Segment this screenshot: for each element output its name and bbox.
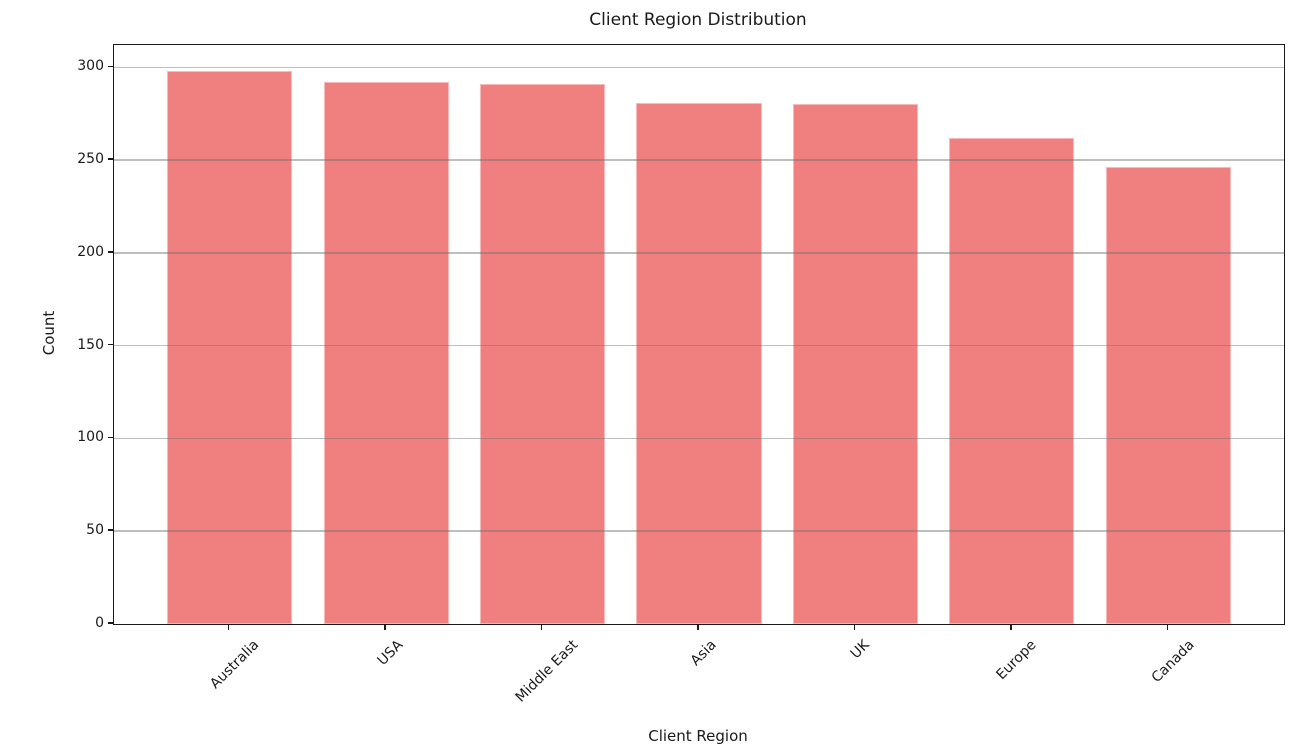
y-tick-label: 50 xyxy=(86,522,104,539)
x-tick-mark xyxy=(227,624,230,630)
y-tick-mark xyxy=(108,251,113,253)
y-gridline xyxy=(114,530,1284,532)
x-tick-label: Asia xyxy=(687,637,720,670)
y-tick-mark xyxy=(108,343,113,346)
bar-canada xyxy=(1105,167,1231,624)
y-tick-label: 300 xyxy=(77,58,104,75)
y-gridline xyxy=(114,252,1284,254)
bar-middle-east xyxy=(480,83,606,624)
bar-asia xyxy=(636,102,762,624)
x-tick-mark xyxy=(384,624,386,630)
x-tick-label: Canada xyxy=(1148,637,1198,686)
y-gridline xyxy=(114,437,1284,440)
x-tick-mark xyxy=(540,624,543,630)
plot-area xyxy=(113,44,1285,625)
y-tick-mark xyxy=(108,158,113,160)
y-gridline xyxy=(114,66,1284,69)
x-tick-label: Middle East xyxy=(512,637,582,706)
y-tick-mark xyxy=(108,529,113,531)
chart-title: Client Region Distribution xyxy=(589,10,807,30)
x-tick-label: USA xyxy=(374,637,407,669)
x-tick-mark xyxy=(1010,624,1012,630)
y-tick-label: 200 xyxy=(77,243,104,260)
y-gridline xyxy=(114,159,1284,161)
y-tick-label: 150 xyxy=(77,336,104,353)
x-axis-label: Client Region xyxy=(648,727,748,745)
y-tick-label: 250 xyxy=(77,151,104,168)
bar-usa xyxy=(323,82,449,624)
y-tick-mark xyxy=(108,436,113,439)
x-tick-mark xyxy=(853,624,856,630)
y-tick-mark xyxy=(108,622,113,624)
x-tick-label: Europe xyxy=(993,637,1040,684)
x-tick-label: UK xyxy=(847,637,873,663)
x-tick-label: Australia xyxy=(206,637,262,693)
y-tick-label: 100 xyxy=(77,429,104,446)
x-tick-mark xyxy=(1166,624,1168,630)
y-tick-label: 0 xyxy=(95,615,104,631)
bar-uk xyxy=(792,104,918,624)
x-tick-mark xyxy=(697,624,699,630)
bar-australia xyxy=(167,70,293,624)
bar-europe xyxy=(949,137,1075,624)
y-tick-mark xyxy=(108,65,113,68)
y-gridline xyxy=(114,344,1284,347)
